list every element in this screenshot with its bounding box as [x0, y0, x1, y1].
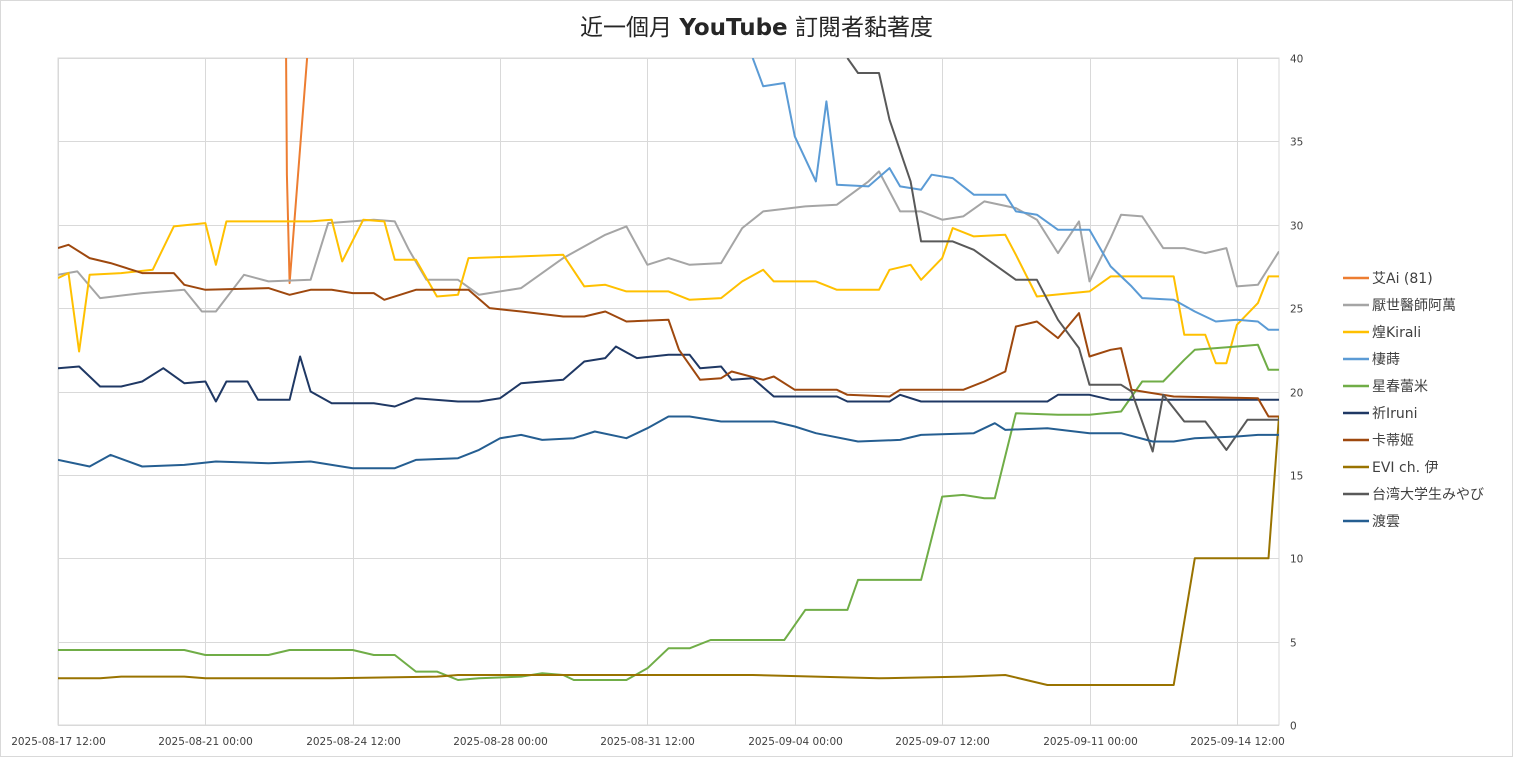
legend-label: 星春蕾米 [1372, 379, 1428, 395]
axis-layer: 0 5 10 15 20 25 30 35 40 2025-08-17 12:00 2025-08-… [11, 54, 1303, 749]
y-tick-label: 20 [1290, 388, 1303, 400]
x-tick-label: 2025-09-14 12:00 [1190, 736, 1285, 748]
x-tick-label: 2025-09-11 00:00 [1043, 736, 1138, 748]
series-line [58, 343, 1279, 681]
chart-title: 近一個月 YouTube 訂閱者黏著度 [0, 8, 1513, 42]
x-tick-label: 2025-08-31 12:00 [600, 736, 695, 748]
y-tick-label: 35 [1290, 137, 1303, 149]
plot-area-border [57, 57, 1280, 726]
legend-label: 祈Iruni [1372, 406, 1418, 422]
series-line [58, 416, 1279, 686]
y-tick-label: 10 [1290, 554, 1303, 566]
y-tick-label: 0 [1290, 721, 1297, 733]
series-line [58, 345, 1279, 408]
series-layer [58, 58, 1279, 686]
x-tick-label: 2025-08-24 12:00 [306, 736, 401, 748]
series-line [58, 415, 1279, 470]
legend-label: 艾Ai (81) [1372, 271, 1433, 287]
series-line [751, 58, 1279, 331]
legend-label: 厭世醫師阿萬 [1372, 298, 1456, 314]
x-tick-label: 2025-09-07 12:00 [895, 736, 990, 748]
legend-label: 渡雲 [1372, 514, 1400, 530]
y-tick-label: 40 [1290, 54, 1303, 66]
y-tick-label: 25 [1290, 304, 1303, 316]
series-line [58, 243, 1279, 418]
legend-label: 棲蒔 [1372, 352, 1400, 368]
y-tick-label: 15 [1290, 471, 1303, 483]
series-line [285, 58, 309, 285]
legend-label: 台湾大学生みやび [1372, 486, 1484, 503]
series-line [58, 170, 1279, 313]
x-tick-label: 2025-08-28 00:00 [453, 736, 548, 748]
x-tick-label: 2025-08-21 00:00 [158, 736, 253, 748]
series-line [846, 58, 1279, 453]
x-tick-label: 2025-08-17 12:00 [11, 736, 106, 748]
chart-title-bold-part: YouTube [679, 15, 788, 41]
y-tick-label: 30 [1290, 221, 1303, 233]
x-tick-label: 2025-09-04 00:00 [748, 736, 843, 748]
chart-title-part: 訂閱者黏著度 [787, 15, 933, 41]
chart-title-part: 近一個月 [580, 15, 680, 41]
legend-label: 卡蒂姬 [1372, 433, 1414, 449]
grid-layer [57, 57, 1280, 726]
legend-label: EVI ch. 伊 [1372, 460, 1438, 476]
series-line [58, 218, 1279, 365]
legend-label: 煌Kirali [1372, 325, 1421, 341]
y-tick-label: 5 [1290, 638, 1297, 650]
